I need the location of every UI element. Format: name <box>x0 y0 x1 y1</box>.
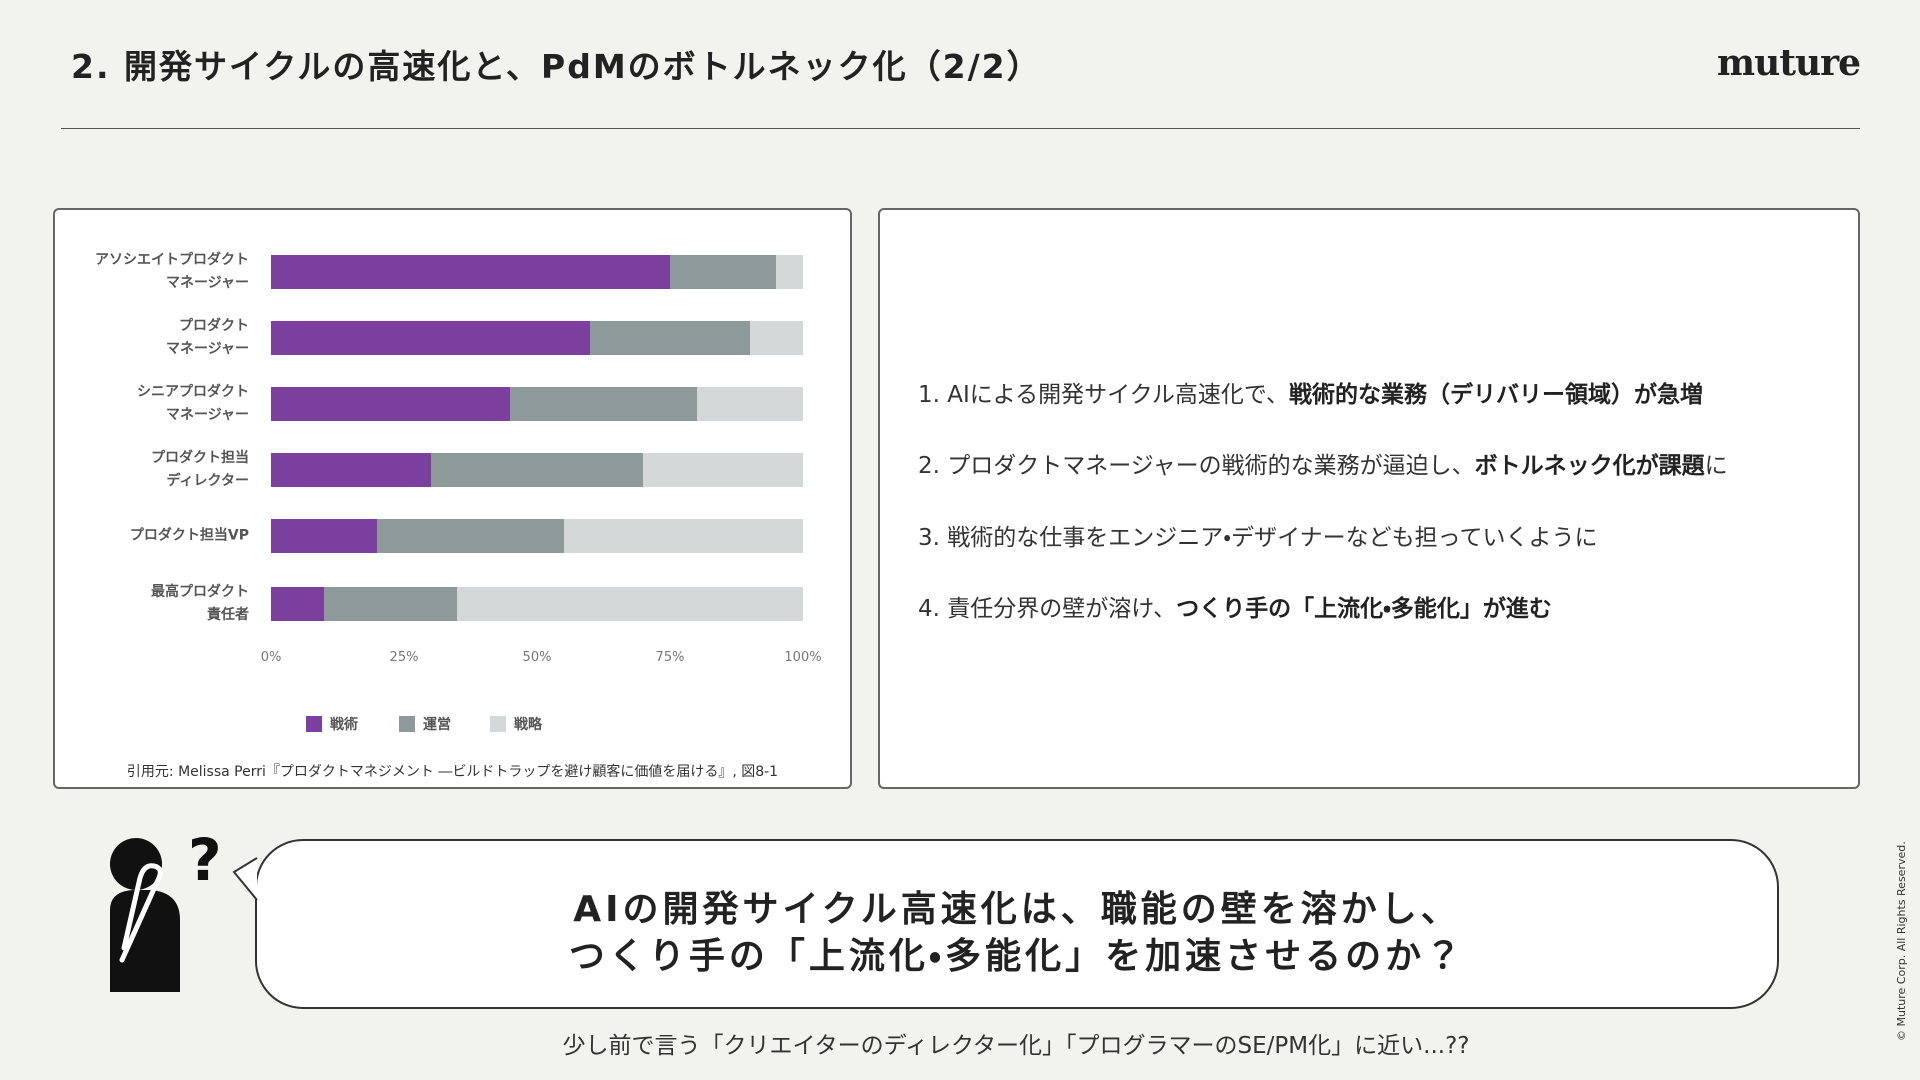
bar-segment <box>643 453 803 487</box>
bar-segment <box>430 453 644 487</box>
bar-segment <box>670 255 777 289</box>
point-text: 戦術的な業務（デリバリー領域）が急増 <box>1289 382 1704 408</box>
x-tick-label: 100% <box>784 650 822 665</box>
bar-segment <box>590 321 750 355</box>
bar-segment <box>510 387 697 421</box>
bubble-text: つくり手の「上流化・多能化」を加速させるのか？ <box>568 936 1466 977</box>
x-tick-label: 0% <box>260 650 282 665</box>
logo: muture <box>1717 42 1861 84</box>
legend-label: 戦略 <box>514 717 542 733</box>
bar-segment <box>271 387 511 421</box>
x-tick-label: 25% <box>389 650 419 665</box>
bullet-point: 2. プロダクトマネージャーの戦術的な業務が逼迫し、ボトルネック化が課題に <box>918 446 1728 480</box>
category-label: プロダクト担当VP <box>129 527 249 544</box>
slide-title: 2. 開発サイクルの高速化と、PdMのボトルネック化（2/2） <box>71 47 1042 86</box>
legend-swatch <box>490 716 506 732</box>
category-label: アソシエイトプロダクト マネージャー <box>95 252 249 291</box>
bar-segment <box>271 587 325 621</box>
x-tick-label: 75% <box>655 650 685 665</box>
thinking-person-icon: ? <box>110 826 222 992</box>
bullet-point: 3. 戦術的な仕事をエンジニア・デザイナーなども担っていくように <box>918 518 1597 552</box>
bar-segment <box>377 519 564 553</box>
bubble-text: AIの開発サイクル高速化は、職能の壁を溶かし、 <box>573 889 1461 930</box>
point-text: 1. AIによる開発サイクル高速化で、 <box>918 382 1290 408</box>
point-text: ボトルネック化が課題 <box>1474 453 1705 479</box>
copyright: © Muture Corp. All Rights Reserved. <box>1895 841 1908 1041</box>
bar-segment <box>324 587 458 621</box>
legend-swatch <box>306 716 322 732</box>
text-panel <box>878 208 1860 789</box>
bar-segment <box>563 519 803 553</box>
chart-panel <box>53 208 852 789</box>
bar-segment <box>749 321 803 355</box>
legend-label: 運営 <box>423 717 451 733</box>
bar-segment <box>457 587 803 621</box>
divider <box>61 128 1860 129</box>
point-text: つくり手の「上流化・多能化」が進む <box>1176 596 1552 622</box>
bar-segment <box>271 453 431 487</box>
category-label: 最高プロダクト 責任者 <box>151 584 249 623</box>
bubble-tail <box>232 857 258 901</box>
bullet-point: 4. 責任分界の壁が溶け、つくり手の「上流化・多能化」が進む <box>918 589 1552 623</box>
bar-segment <box>271 519 378 553</box>
bullet-point: 1. AIによる開発サイクル高速化で、戦術的な業務（デリバリー領域）が急増 <box>918 375 1703 409</box>
bar-segment <box>271 321 591 355</box>
point-text: 3. 戦術的な仕事をエンジニア・デザイナーなども担っていくように <box>918 525 1598 551</box>
bar-segment <box>776 255 803 289</box>
category-label: プロダクト担当 ディレクター <box>151 450 249 489</box>
point-text: 2. プロダクトマネージャーの戦術的な業務が逼迫し、 <box>918 453 1475 479</box>
point-text: 4. 責任分界の壁が溶け、 <box>918 596 1177 622</box>
chart-source: 引用元: Melissa Perri『プロダクトマネジメント ―ビルドトラップを… <box>126 764 779 780</box>
footnote: 少し前で言う「クリエイターのディレクター化」「プログラマーのSE/PM化」に近い… <box>562 1033 1470 1059</box>
category-label: プロダクト マネージャー <box>165 318 249 357</box>
bar-segment <box>271 255 670 289</box>
speech-bubble <box>255 839 1779 1009</box>
category-label: シニアプロダクト マネージャー <box>137 384 249 423</box>
legend-swatch <box>399 716 415 732</box>
svg-text:?: ? <box>188 826 222 894</box>
point-text: に <box>1704 453 1728 479</box>
x-tick-label: 50% <box>522 650 552 665</box>
legend-label: 戦術 <box>330 717 358 733</box>
bar-segment <box>696 387 803 421</box>
